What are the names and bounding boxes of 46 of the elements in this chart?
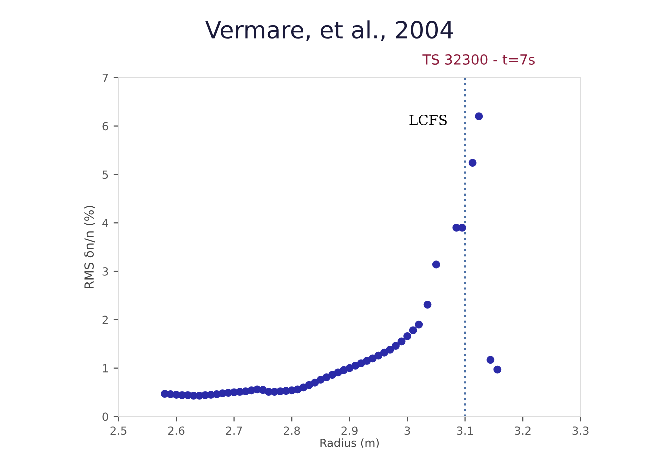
point — [305, 381, 314, 390]
point — [300, 384, 308, 392]
point — [316, 376, 325, 384]
y-tick-label: 0 — [102, 412, 108, 422]
point — [386, 346, 394, 354]
point — [404, 332, 412, 340]
point — [398, 338, 406, 346]
point — [363, 357, 372, 366]
point — [409, 326, 418, 335]
x-tick-label: 2.9 — [342, 426, 358, 436]
ref-line-label: LCFS — [410, 114, 447, 126]
y-tick-label: 7 — [102, 74, 108, 82]
y-tick-label: 5 — [102, 170, 108, 180]
x-tick-label: 3.2 — [515, 426, 531, 436]
x-tick-label: 2.7 — [226, 426, 242, 435]
point — [357, 360, 366, 368]
y-tick-label: 6 — [102, 122, 108, 131]
y-tick-label: 4 — [102, 219, 108, 228]
y-axis-title: RMS δn/n (%) — [84, 206, 96, 288]
y-tick-label: 1 — [103, 364, 108, 373]
point — [380, 348, 388, 357]
point — [311, 378, 320, 387]
x-tick-label: 2.6 — [168, 426, 185, 436]
x-axis-title: Radius (m) — [320, 438, 379, 449]
x-tick-label: 3 — [404, 426, 410, 436]
point — [432, 260, 440, 269]
x-tick-label: 3.3 — [572, 426, 589, 436]
x-tick-label: 3.1 — [457, 426, 474, 436]
point — [468, 159, 477, 168]
point — [415, 320, 424, 329]
point — [368, 354, 377, 363]
y-tick-label: 2 — [102, 316, 108, 324]
point — [424, 300, 432, 309]
point — [328, 371, 336, 380]
y-tick-label: 3 — [102, 268, 108, 276]
point — [352, 362, 360, 370]
text: TS 32300 - t=7s — [422, 54, 535, 65]
x-tick-label: 2.5 — [110, 426, 127, 436]
chart-title: Vermare, et al., 2004 — [206, 20, 454, 42]
point — [392, 342, 400, 350]
point — [475, 112, 484, 121]
point — [374, 352, 383, 360]
point — [346, 364, 354, 372]
x-tick-label: 2.8 — [284, 426, 300, 436]
point — [486, 356, 495, 364]
point — [494, 366, 502, 374]
